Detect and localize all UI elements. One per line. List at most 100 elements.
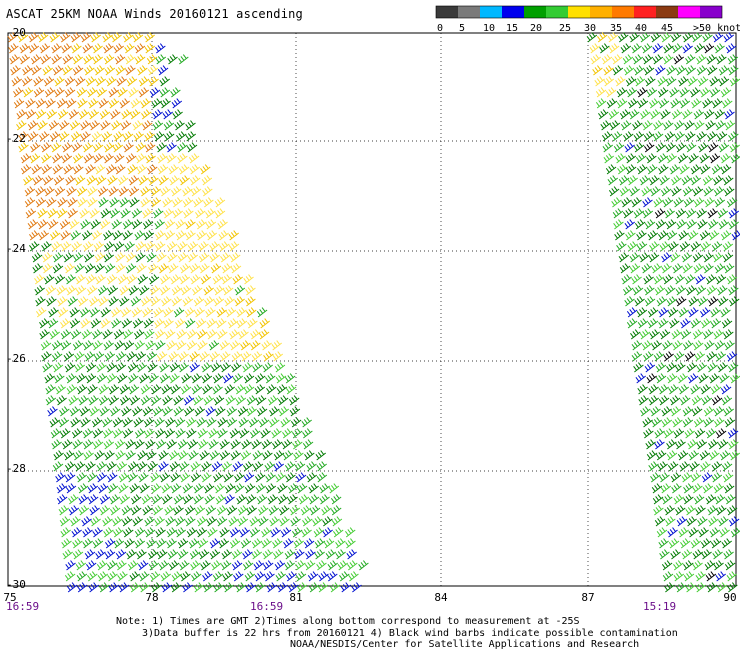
wind-barb: [157, 65, 169, 76]
wind-barb: [655, 219, 667, 230]
wind-barb: [86, 472, 98, 483]
lon-label-90: 90: [723, 591, 737, 604]
wind-barb: [154, 318, 165, 329]
wind-barb: [654, 428, 665, 439]
wind-barb: [92, 340, 103, 351]
wind-barb: [146, 351, 158, 362]
legend-swatch: [678, 6, 700, 18]
wind-barb: [724, 186, 735, 197]
wind-barb: [643, 131, 655, 142]
wind-barb: [76, 582, 88, 593]
wind-barb: [158, 450, 169, 461]
wind-barb: [59, 516, 71, 527]
wind-barb: [678, 527, 689, 538]
wind-barb: [707, 505, 718, 516]
wind-barb: [115, 362, 127, 373]
wind-barb: [661, 406, 672, 417]
wind-barb: [266, 582, 278, 593]
wind-barb: [42, 362, 53, 373]
wind-barb: [316, 560, 327, 571]
wind-barb: [674, 131, 685, 142]
wind-barb: [217, 428, 228, 439]
wind-barb: [641, 186, 652, 197]
wind-barb: [670, 549, 681, 560]
wind-barb: [727, 362, 739, 373]
wind-barb: [157, 549, 168, 560]
wind-barb: [121, 109, 132, 120]
legend-tick-label: 20: [530, 23, 542, 34]
wind-barb: [682, 406, 694, 417]
wind-barb: [279, 516, 290, 527]
wind-barb: [663, 54, 674, 65]
wind-barb: [60, 318, 71, 329]
wind-barb: [722, 98, 733, 109]
wind-barb: [345, 527, 356, 538]
wind-barb: [161, 384, 172, 395]
wind-barb: [70, 417, 81, 428]
wind-barb: [168, 560, 180, 571]
wind-barb: [273, 450, 285, 461]
wind-barb: [642, 417, 653, 428]
wind-barb: [716, 54, 727, 65]
wind-barb: [231, 560, 243, 571]
wind-barb: [675, 65, 687, 76]
wind-barb: [209, 351, 221, 362]
wind-barb: [166, 340, 177, 351]
wind-barb: [314, 538, 326, 549]
wind-barb: [182, 296, 194, 307]
wind-barb: [651, 263, 663, 274]
wind-barb: [162, 109, 174, 120]
wind-barb: [100, 318, 111, 329]
wind-barb: [174, 417, 186, 428]
wind-barb: [213, 285, 225, 296]
wind-barb: [88, 395, 99, 406]
wind-barb: [673, 54, 685, 65]
wind-barb: [671, 329, 682, 340]
wind-barb: [657, 153, 669, 164]
wind-barb: [177, 142, 188, 153]
wind-barb: [17, 32, 29, 43]
wind-barb: [231, 351, 243, 362]
wind-barb: [66, 285, 77, 296]
wind-barb: [685, 65, 697, 76]
wind-barb: [726, 351, 738, 362]
wind-barb: [80, 120, 91, 131]
wind-barb: [138, 285, 150, 296]
wind-barb: [130, 98, 142, 109]
wind-barb: [128, 87, 139, 98]
wind-barb: [97, 483, 109, 494]
wind-barb: [157, 164, 169, 175]
wind-barb: [656, 296, 668, 307]
wind-barb: [676, 219, 687, 230]
wind-barb: [116, 560, 127, 571]
wind-barb: [161, 483, 172, 494]
wind-barb: [607, 32, 619, 43]
wind-barb: [92, 142, 104, 153]
wind-barb: [682, 43, 693, 54]
wind-barb: [42, 65, 54, 76]
wind-barb: [121, 505, 133, 516]
wind-barb: [9, 54, 20, 65]
wind-barb: [147, 461, 158, 472]
wind-barb: [169, 461, 181, 472]
wind-barb: [716, 505, 727, 516]
wind-barb: [166, 241, 178, 252]
legend-swatch: [480, 6, 502, 18]
wind-barb: [109, 197, 120, 208]
wind-barb: [34, 274, 45, 285]
wind-barb: [730, 373, 740, 384]
wind-barb: [54, 186, 66, 197]
wind-barb: [589, 43, 601, 54]
wind-barb: [205, 219, 217, 230]
wind-barb: [330, 494, 342, 505]
wind-barb: [81, 230, 93, 241]
legend-tick-label: 45: [661, 23, 673, 34]
wind-barb: [281, 439, 293, 450]
wind-barb: [169, 175, 180, 186]
wind-barb: [61, 153, 73, 164]
wind-barb: [340, 582, 352, 593]
wind-barb: [660, 186, 672, 197]
wind-barb: [627, 241, 638, 252]
wind-barb: [97, 285, 109, 296]
wind-barb: [122, 417, 133, 428]
